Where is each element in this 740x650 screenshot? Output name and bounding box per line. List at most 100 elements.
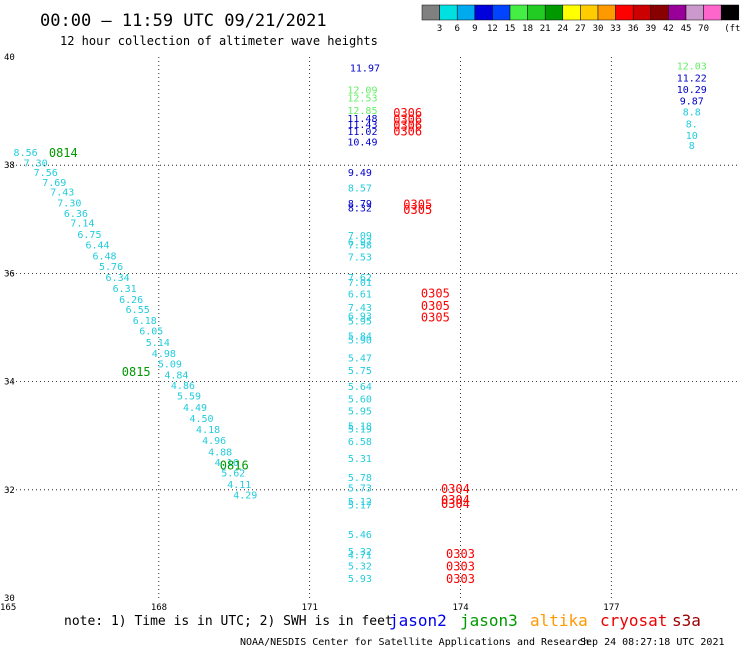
wave-height-label: 6.31 — [113, 284, 137, 295]
wave-height-label: 5.95 — [348, 406, 372, 417]
footnote: note: 1) Time is in UTC; 2) SWH is in fe… — [64, 614, 393, 629]
chart-subtitle: 12 hour collection of altimeter wave hei… — [60, 34, 378, 48]
wave-height-label: 11.97 — [350, 63, 380, 74]
legend-swatch — [668, 4, 687, 21]
y-tick-label: 32 — [4, 486, 15, 496]
wave-height-label: 5.32 — [348, 562, 372, 573]
pass-label: 0814 — [49, 146, 78, 160]
wave-height-label: 8.8 — [683, 108, 701, 119]
wave-height-label: 6.58 — [348, 437, 372, 448]
wave-height-label: 6.93 — [348, 312, 372, 323]
wave-height-label: 5.12 — [348, 497, 372, 508]
wave-height-label: 4.98 — [152, 349, 176, 360]
wave-height-label: 12.85 — [347, 106, 377, 117]
wave-height-label: 5.59 — [177, 392, 201, 403]
wave-height-label: 5.95 — [348, 316, 372, 327]
legend-label: 21 — [540, 24, 551, 34]
wave-height-label: 7.43 — [348, 303, 372, 314]
legend-swatch — [439, 4, 458, 21]
wave-height-label: 6.26 — [119, 295, 143, 306]
legend-label: 12 — [487, 24, 498, 34]
wave-height-label: 4.84 — [164, 371, 188, 382]
legend-label: 24 — [557, 24, 568, 34]
wave-height-label: 4.50 — [190, 414, 214, 425]
legend-swatch — [421, 4, 440, 21]
legend-swatch — [632, 4, 652, 21]
legend-label: 36 — [628, 24, 639, 34]
legend-swatch — [597, 4, 616, 21]
legend-swatch — [492, 4, 511, 21]
pass-label: 0306 — [393, 113, 422, 127]
legend-swatch — [650, 4, 669, 21]
wave-height-label: 4.71 — [348, 551, 372, 562]
pass-label: 0303 — [446, 560, 475, 574]
wave-height-label: 6.61 — [348, 289, 372, 300]
legend-label: 6 — [454, 24, 459, 34]
legend-label: 18 — [522, 24, 533, 34]
wave-height-label: 4.49 — [183, 403, 207, 414]
wave-height-label: 5.84 — [348, 332, 372, 343]
satellite-name-jason3: jason3 — [460, 611, 518, 630]
legend-swatch — [509, 4, 528, 21]
wave-height-label: 12.09 — [347, 85, 377, 96]
legend-label: 3 — [437, 24, 442, 34]
wave-height-label: 5.73 — [348, 484, 372, 495]
wave-height-label: 5.14 — [146, 338, 170, 349]
wave-height-label: 8.56 — [14, 148, 38, 159]
wave-height-label: 5.62 — [221, 468, 245, 479]
x-tick-label: 174 — [452, 603, 468, 613]
wave-height-label: 5.32 — [348, 547, 372, 558]
pass-label: 0304 — [441, 497, 470, 511]
wave-height-label: 5.18 — [348, 421, 372, 432]
y-tick-label: 34 — [4, 378, 15, 388]
wave-height-label: 6.05 — [139, 327, 163, 338]
wave-height-label: 7.56 — [34, 168, 58, 179]
legend-swatch — [562, 4, 581, 21]
wave-height-label: 5.90 — [348, 335, 372, 346]
x-tick-label: 165 — [0, 603, 16, 613]
pass-labels: 0814081508160306030603060306030503050305… — [49, 106, 475, 586]
pass-label: 0303 — [446, 547, 475, 561]
wave-height-label: 12.03 — [677, 62, 707, 73]
wave-height-label: 7.14 — [70, 219, 94, 230]
y-tick-label: 30 — [4, 594, 15, 604]
pass-label: 0306 — [393, 119, 422, 133]
legend-label: 30 — [593, 24, 604, 34]
wave-height-label: 10.49 — [347, 137, 377, 148]
wave-height-label: 4.29 — [233, 491, 257, 502]
wave-height-label: 10 — [686, 131, 698, 142]
pass-label: 0815 — [122, 365, 151, 379]
legend-label: (ft) — [724, 24, 740, 34]
wave-height-label: 6.97 — [348, 237, 372, 248]
wave-height-label: 8.79 — [348, 199, 372, 210]
wave-height-label: 8.57 — [348, 183, 372, 194]
legend-swatch — [703, 4, 722, 21]
wave-height-label: 5.31 — [348, 454, 372, 465]
y-tick-label: 36 — [4, 269, 15, 279]
legend-swatch — [544, 4, 564, 21]
wave-height-label: 4.16 — [215, 458, 239, 469]
wave-height-label: 4.88 — [208, 447, 232, 458]
wave-height-label: 4.86 — [171, 381, 195, 392]
wave-height-label: 7.09 — [348, 231, 372, 242]
satellite-legend: jason2 jason3 altika cryosat s3a — [389, 611, 701, 630]
wave-height-label: 6.75 — [77, 230, 101, 241]
pass-label: 0305 — [403, 203, 432, 217]
wave-height-label: 5.19 — [348, 425, 372, 436]
wave-height-label: 8.32 — [348, 203, 372, 214]
wave-height-label: 5.76 — [99, 262, 123, 273]
wave-height-label: 7.43 — [50, 188, 74, 199]
credit-line: NOAA/NESDIS Center for Satellite Applica… — [240, 637, 589, 648]
wave-height-label: 5.17 — [348, 500, 372, 511]
legend-swatch — [456, 4, 476, 21]
wave-height-label: 5.46 — [348, 530, 372, 541]
pass-label: 0305 — [421, 311, 450, 325]
axis-ticks: 165 168 171 174 177 40 38 36 34 32 30 — [0, 53, 620, 613]
wave-height-label: 6.48 — [92, 252, 116, 263]
legend-swatch — [685, 4, 704, 21]
wave-height-points: 8.567.307.567.697.437.306.367.146.756.44… — [14, 62, 707, 585]
wave-height-label: 5.64 — [348, 382, 372, 393]
satellite-name-cryosat: cryosat — [600, 611, 667, 630]
legend-swatch — [720, 4, 740, 21]
